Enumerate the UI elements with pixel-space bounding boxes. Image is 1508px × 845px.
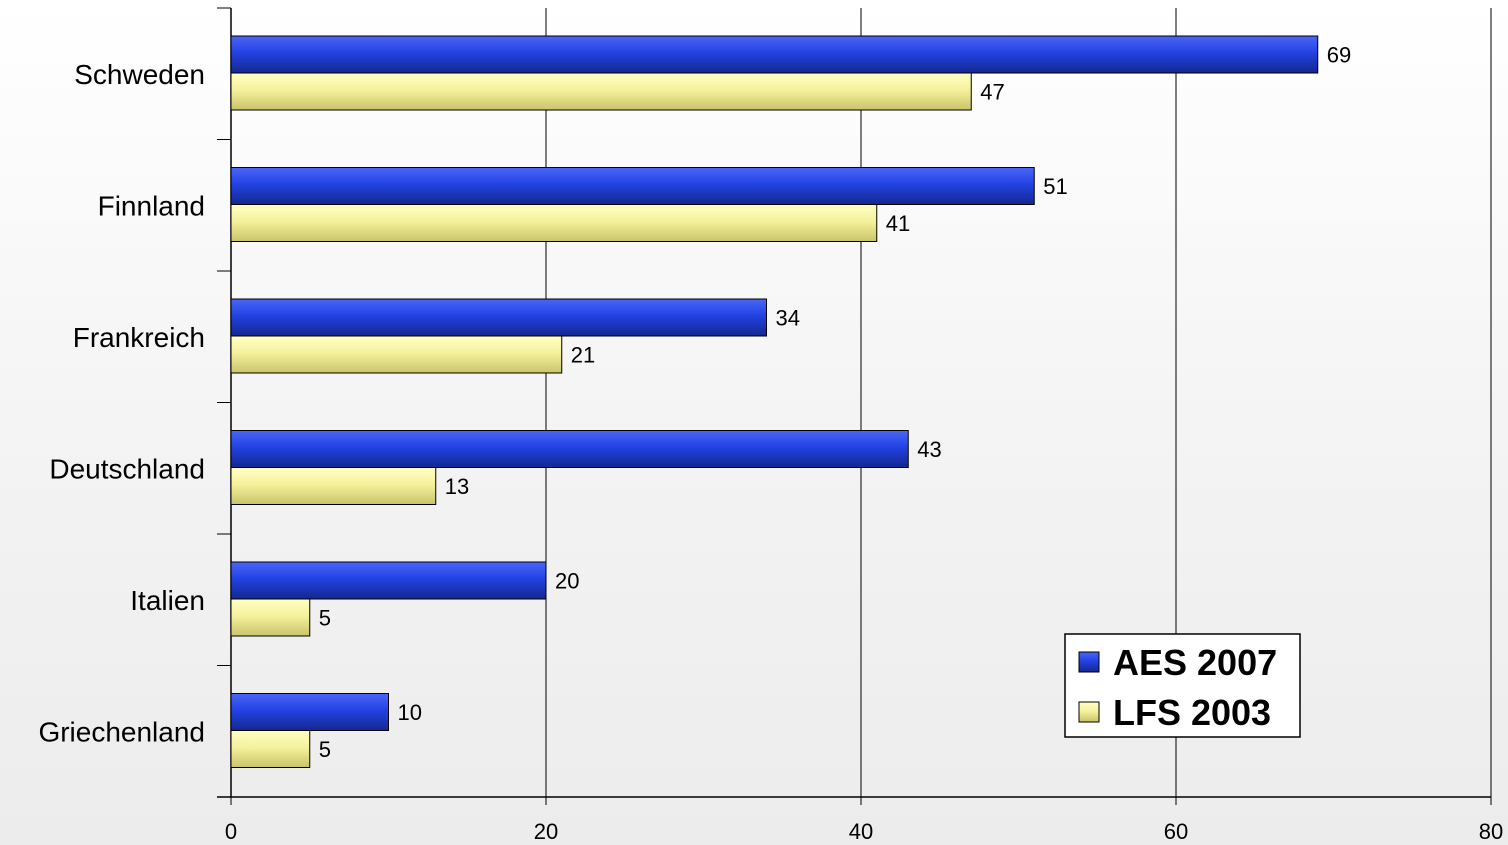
data-label: 21	[571, 343, 595, 368]
bar-series0-frankreich	[230, 298, 767, 337]
data-label: 41	[886, 211, 910, 236]
data-label: 5	[319, 606, 331, 631]
data-label: 10	[398, 700, 422, 725]
data-label: 34	[776, 306, 800, 331]
axes: 0 20 40 60 80 Schweden Finnland Frankreich Deuts…	[38, 7, 1503, 844]
category-label: Deutschland	[49, 453, 205, 484]
category-label: Italien	[130, 585, 205, 616]
bar-series1-italien	[230, 598, 311, 637]
legend-swatch	[1078, 651, 1100, 673]
bars	[230, 35, 1319, 768]
bar-series0-finnland	[230, 167, 1035, 205]
bar-series1-frankreich	[230, 335, 563, 374]
data-label: 13	[445, 474, 469, 499]
data-label: 69	[1327, 43, 1351, 68]
x-tick-label: 20	[534, 819, 558, 844]
bar-series1-griechenland	[230, 730, 311, 768]
bar-series1-deutschland	[230, 467, 437, 505]
legend-swatch	[1078, 701, 1100, 723]
x-tick-label: 0	[225, 819, 237, 844]
category-label: Finnland	[98, 190, 205, 221]
legend-label: AES 2007	[1113, 642, 1277, 683]
bar-series0-italien	[230, 561, 547, 600]
bar-series0-deutschland	[230, 430, 909, 468]
data-label: 5	[319, 737, 331, 762]
bar-series1-schweden	[230, 72, 972, 111]
data-label: 51	[1043, 174, 1067, 199]
data-label: 20	[555, 569, 579, 594]
category-label: Frankreich	[73, 322, 205, 353]
bar-series0-griechenland	[230, 693, 389, 731]
category-label: Griechenland	[38, 716, 205, 747]
gridlines	[545, 8, 1492, 797]
legend: AES 2007 LFS 2003	[1064, 633, 1301, 738]
x-tick-label: 60	[1164, 819, 1188, 844]
x-tick-label: 80	[1479, 819, 1503, 844]
x-tick-label: 40	[849, 819, 873, 844]
data-label: 47	[980, 80, 1004, 105]
legend-box	[1064, 633, 1301, 738]
data-labels: 69 47 51 41 34 21 43 13 20 5 10 5	[319, 43, 1351, 763]
data-label: 43	[917, 437, 941, 462]
bar-series1-finnland	[230, 204, 878, 242]
bar-series0-schweden	[230, 35, 1319, 74]
legend-label: LFS 2003	[1113, 692, 1271, 733]
category-label: Schweden	[74, 59, 205, 90]
